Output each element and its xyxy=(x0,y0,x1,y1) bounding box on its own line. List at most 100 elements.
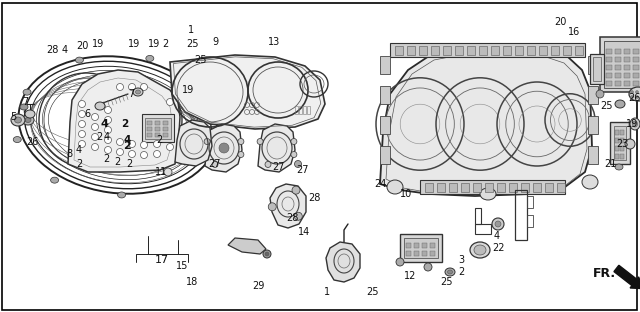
Bar xyxy=(593,57,601,81)
Bar xyxy=(539,46,547,55)
Bar xyxy=(515,190,527,240)
Bar xyxy=(615,49,621,54)
Polygon shape xyxy=(175,120,212,166)
Ellipse shape xyxy=(265,252,269,256)
Ellipse shape xyxy=(141,84,147,90)
Bar xyxy=(422,251,427,256)
Bar xyxy=(624,57,630,62)
Bar xyxy=(475,224,491,234)
Text: 26: 26 xyxy=(628,93,640,103)
Ellipse shape xyxy=(166,144,173,150)
Ellipse shape xyxy=(268,203,276,211)
Bar xyxy=(437,183,445,192)
Ellipse shape xyxy=(141,142,147,149)
Bar xyxy=(163,121,168,125)
Bar xyxy=(590,54,604,84)
Ellipse shape xyxy=(625,139,635,149)
Bar xyxy=(420,180,565,194)
Ellipse shape xyxy=(294,160,301,168)
Text: 20: 20 xyxy=(76,41,88,51)
Bar xyxy=(633,73,639,78)
Bar xyxy=(404,238,438,258)
Text: 25: 25 xyxy=(440,277,452,287)
Bar xyxy=(551,46,559,55)
Text: 10: 10 xyxy=(400,189,412,199)
Ellipse shape xyxy=(20,104,28,110)
Ellipse shape xyxy=(51,177,59,183)
Bar xyxy=(400,234,442,262)
Ellipse shape xyxy=(129,84,136,90)
Bar xyxy=(485,183,493,192)
Bar xyxy=(475,208,481,224)
Ellipse shape xyxy=(632,121,637,127)
Bar xyxy=(588,56,598,74)
Ellipse shape xyxy=(265,161,271,168)
Bar xyxy=(557,183,565,192)
Text: 4: 4 xyxy=(76,145,82,155)
Polygon shape xyxy=(170,55,325,129)
Ellipse shape xyxy=(25,110,35,118)
Bar xyxy=(600,37,640,92)
Bar xyxy=(142,114,174,142)
Ellipse shape xyxy=(387,180,403,194)
Bar xyxy=(407,46,415,55)
Text: 27: 27 xyxy=(296,165,308,175)
Ellipse shape xyxy=(495,221,501,227)
Ellipse shape xyxy=(238,152,244,158)
Bar xyxy=(633,65,639,70)
Bar xyxy=(527,196,533,208)
Ellipse shape xyxy=(582,175,598,189)
Polygon shape xyxy=(228,238,266,254)
Bar xyxy=(588,146,598,164)
Ellipse shape xyxy=(92,124,99,130)
Bar xyxy=(422,243,427,248)
Text: 27: 27 xyxy=(272,162,285,172)
Text: FR.: FR. xyxy=(593,267,616,280)
Text: 19: 19 xyxy=(128,39,140,49)
Text: 4: 4 xyxy=(124,135,131,145)
Bar xyxy=(155,127,160,131)
Bar xyxy=(303,106,305,114)
Bar xyxy=(606,73,612,78)
Ellipse shape xyxy=(630,95,634,99)
Text: 11: 11 xyxy=(155,167,167,177)
Ellipse shape xyxy=(629,87,640,101)
Ellipse shape xyxy=(136,90,141,94)
Bar xyxy=(614,126,626,160)
Text: 6: 6 xyxy=(84,109,90,119)
Ellipse shape xyxy=(116,139,124,145)
Bar xyxy=(147,133,152,137)
Text: 9: 9 xyxy=(212,37,218,47)
Text: 21: 21 xyxy=(604,159,616,169)
Ellipse shape xyxy=(79,120,86,128)
Bar xyxy=(461,183,469,192)
Ellipse shape xyxy=(596,90,604,98)
Text: 2: 2 xyxy=(96,132,102,142)
Text: 19: 19 xyxy=(92,39,104,49)
Ellipse shape xyxy=(238,139,244,144)
Bar xyxy=(380,56,390,74)
Ellipse shape xyxy=(92,114,99,120)
Text: 25: 25 xyxy=(194,55,207,65)
Text: 4: 4 xyxy=(100,119,108,129)
Bar xyxy=(425,183,433,192)
Bar xyxy=(473,183,481,192)
Text: 16: 16 xyxy=(568,27,580,37)
Ellipse shape xyxy=(15,117,22,123)
Bar xyxy=(588,116,598,134)
Text: 2: 2 xyxy=(458,267,464,277)
Ellipse shape xyxy=(154,140,161,148)
Ellipse shape xyxy=(212,161,218,168)
Bar xyxy=(163,127,168,131)
Bar xyxy=(467,46,475,55)
Bar xyxy=(606,65,612,70)
Bar xyxy=(527,46,535,55)
Text: 3: 3 xyxy=(458,255,464,265)
FancyArrow shape xyxy=(614,265,640,289)
Ellipse shape xyxy=(424,263,432,271)
Ellipse shape xyxy=(291,139,297,144)
Ellipse shape xyxy=(474,245,486,255)
Bar xyxy=(633,49,639,54)
Ellipse shape xyxy=(76,57,83,63)
Polygon shape xyxy=(258,124,295,172)
